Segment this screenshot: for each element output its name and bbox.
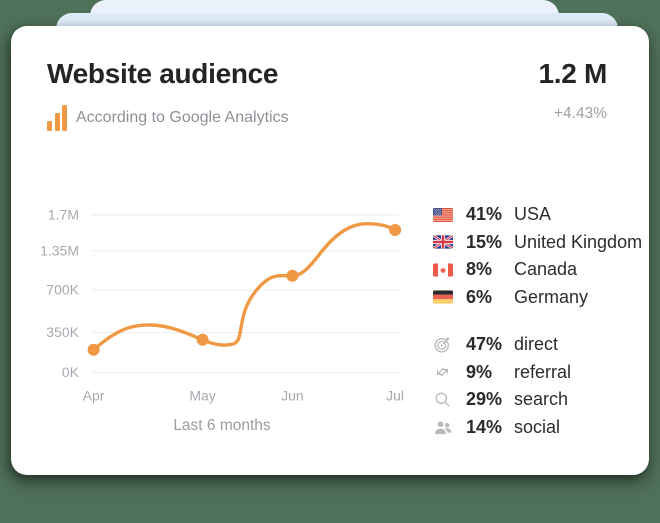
svg-text:1.7M: 1.7M [48,207,79,223]
svg-text:350K: 350K [46,324,79,340]
svg-text:1.35M: 1.35M [40,242,79,258]
svg-text:May: May [189,388,215,404]
svg-text:Jun: Jun [281,388,304,404]
svg-text:700K: 700K [46,282,79,298]
svg-text:Apr: Apr [83,388,105,404]
svg-text:0K: 0K [62,364,80,380]
svg-text:Jul: Jul [386,388,404,404]
